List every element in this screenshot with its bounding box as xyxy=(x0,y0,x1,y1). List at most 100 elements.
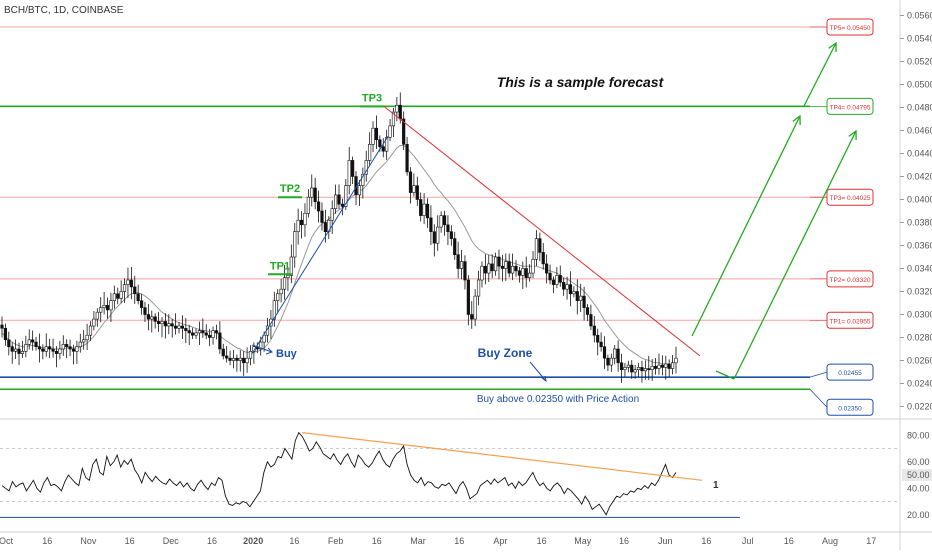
buy-zone-arrow xyxy=(529,361,547,382)
price-tick-label: 0.05000 xyxy=(907,80,932,90)
price-tick-label: 0.03000 xyxy=(907,310,932,320)
price-tick-label: 0.02400 xyxy=(907,379,932,389)
time-tick-label: 16 xyxy=(537,536,547,546)
candle-body xyxy=(156,321,161,324)
candle-body xyxy=(129,279,133,288)
candle-body xyxy=(180,325,185,329)
candle-body xyxy=(470,314,474,320)
rsi-tick-label: 60.00 xyxy=(907,457,930,467)
candle-body xyxy=(112,293,116,301)
candle-body xyxy=(197,330,202,334)
candle-body xyxy=(262,334,266,343)
time-tick-label: 16 xyxy=(125,536,135,546)
candle-body xyxy=(650,365,654,370)
price-tick-label: 0.04600 xyxy=(907,126,932,136)
candle-body xyxy=(582,295,586,308)
candle-body xyxy=(415,185,419,200)
candle-body xyxy=(242,357,246,364)
candle-body xyxy=(20,350,25,354)
time-tick-label: Oct xyxy=(0,536,13,546)
time-tick-label: 16 xyxy=(42,536,52,546)
candle-body xyxy=(385,137,389,152)
level-label-text: TP3= 0.04025 xyxy=(829,195,870,202)
candle-body xyxy=(238,357,242,361)
candle-body xyxy=(344,185,348,207)
candle-body xyxy=(17,348,21,354)
candle-body xyxy=(68,346,72,350)
candle-body xyxy=(572,291,576,295)
candle-body xyxy=(653,365,658,369)
candle-body xyxy=(524,268,528,278)
price-tick-label: 0.04200 xyxy=(907,172,932,182)
price-tick-label: 0.04000 xyxy=(907,195,932,205)
candle-body xyxy=(562,281,566,290)
candle-body xyxy=(27,339,31,345)
candle-body xyxy=(191,332,195,336)
candle-body xyxy=(558,275,562,283)
projection-arrow-main xyxy=(733,130,857,380)
candle-body xyxy=(313,187,317,203)
candle-body xyxy=(565,284,569,290)
candle-body xyxy=(75,346,79,352)
candle-body xyxy=(78,341,82,348)
level-lines-layer: TP5= 0.05450 TP4= 0.04795 TP3= 0.04025 TP2=… xyxy=(0,18,874,416)
price-tick-label: 0.04400 xyxy=(907,149,932,159)
candle-body xyxy=(490,263,494,272)
level-label-connector xyxy=(809,371,828,378)
candle-body xyxy=(398,104,402,120)
candle-body xyxy=(626,364,630,368)
tp-marker-label: TP3 xyxy=(362,92,382,104)
candle-body xyxy=(330,208,334,221)
candle-body xyxy=(357,185,362,196)
time-tick-label: Mar xyxy=(410,536,426,546)
time-tick-label: May xyxy=(574,536,592,546)
candle-body xyxy=(201,330,205,334)
time-tick-label: 16 xyxy=(372,536,382,546)
time-tick-label: Dec xyxy=(163,536,180,546)
candle-body xyxy=(487,263,491,274)
candle-body xyxy=(514,265,518,272)
candle-body xyxy=(95,311,99,320)
moving-average-layer xyxy=(1,145,670,365)
candle-body xyxy=(633,369,637,373)
time-tick-label: 16 xyxy=(454,536,464,546)
candle-body xyxy=(497,256,501,267)
projection-dip-line xyxy=(715,370,735,380)
candle-body xyxy=(231,357,236,361)
candle-body xyxy=(347,160,351,186)
candle-body xyxy=(259,341,263,350)
time-tick-label: 16 xyxy=(207,536,217,546)
candle-body xyxy=(606,357,610,366)
candle-body xyxy=(643,368,647,372)
price-tick-label: 0.05200 xyxy=(907,57,932,67)
price-tick-label: 0.03800 xyxy=(907,218,932,228)
candle-body xyxy=(122,284,127,292)
candle-body xyxy=(41,348,45,352)
candle-body xyxy=(44,346,48,352)
candle-body xyxy=(500,265,504,269)
candle-body xyxy=(276,293,280,301)
candle-body xyxy=(534,238,539,260)
candle-body xyxy=(368,144,372,161)
price-tick-label: 0.02200 xyxy=(907,402,932,412)
candle-body xyxy=(337,194,341,205)
level-label-text: 0.02350 xyxy=(838,405,862,412)
candle-body xyxy=(660,364,664,368)
candle-body xyxy=(538,238,542,253)
candle-body xyxy=(459,261,464,269)
buy-arrow-head xyxy=(265,347,273,355)
forecast-title: This is a sample forecast xyxy=(497,74,665,90)
candle-body xyxy=(623,367,627,370)
candle-body xyxy=(320,210,324,223)
candle-body xyxy=(102,304,106,308)
candle-body xyxy=(211,330,215,338)
annotation-layer: TP1 TP2 TP3 xyxy=(251,41,857,383)
time-tick-label: Apr xyxy=(493,536,507,546)
candle-body xyxy=(296,219,300,232)
candle-body xyxy=(395,104,399,113)
candle-body xyxy=(99,307,103,313)
buy-zone-arrow-head xyxy=(541,375,547,383)
candle-body xyxy=(316,201,321,212)
candle-body xyxy=(419,199,423,216)
